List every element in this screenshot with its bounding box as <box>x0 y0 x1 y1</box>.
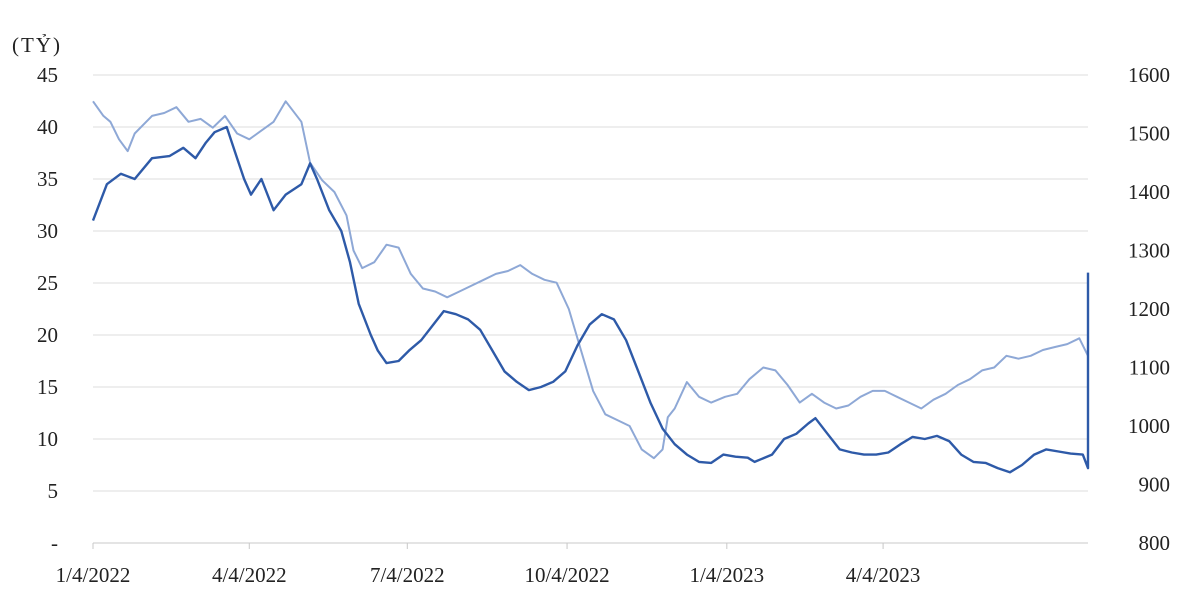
y-left-tick-label: 45 <box>37 63 58 87</box>
y-right-tick-label: 1400 <box>1128 180 1170 204</box>
y-right-tick-label: 1200 <box>1128 297 1170 321</box>
series-lines <box>91 100 1090 474</box>
y-right-tick-label: 1300 <box>1128 239 1170 263</box>
y-right-tick-label: 1000 <box>1128 414 1170 438</box>
y-left-tick-label: 5 <box>48 479 59 503</box>
y-left-tick-label: 35 <box>37 167 58 191</box>
x-axis-ticks: 1/4/2022 4/4/2022 7/4/2022 10/4/2022 1/4/202… <box>56 543 921 587</box>
x-tick-label: 4/4/2023 <box>846 563 921 587</box>
gridlines <box>93 74 1088 544</box>
x-tick-label: 1/4/2022 <box>56 563 131 587</box>
y-left-tick-label: 30 <box>37 219 58 243</box>
x-tick-label: 7/4/2022 <box>370 563 445 587</box>
series-line-left-axis <box>91 125 1090 474</box>
y-right-tick-label: 900 <box>1139 473 1171 497</box>
y-right-tick-label: 1100 <box>1129 356 1170 380</box>
y-left-tick-label: 40 <box>37 115 58 139</box>
series-line-right-axis <box>92 100 1089 460</box>
x-tick-label: 1/4/2023 <box>689 563 764 587</box>
y-axis-left-ticks: - 5 10 15 20 25 30 35 40 45 <box>37 63 58 555</box>
x-tick-label: 4/4/2022 <box>212 563 287 587</box>
y-axis-right-ticks: 800 900 1000 1100 1200 1300 1400 1500 1600 <box>1128 63 1170 555</box>
y-left-tick-label: 20 <box>37 323 58 347</box>
y-left-tick-label: 10 <box>37 427 58 451</box>
y-right-tick-label: 1500 <box>1128 122 1170 146</box>
y-left-tick-label: - <box>51 531 58 555</box>
y-axis-left-label: (TỶ) <box>12 33 62 57</box>
x-tick-label: 10/4/2022 <box>524 563 609 587</box>
y-right-tick-label: 800 <box>1139 531 1171 555</box>
y-left-tick-label: 25 <box>37 271 58 295</box>
y-right-tick-label: 1600 <box>1128 63 1170 87</box>
y-left-tick-label: 15 <box>37 375 58 399</box>
